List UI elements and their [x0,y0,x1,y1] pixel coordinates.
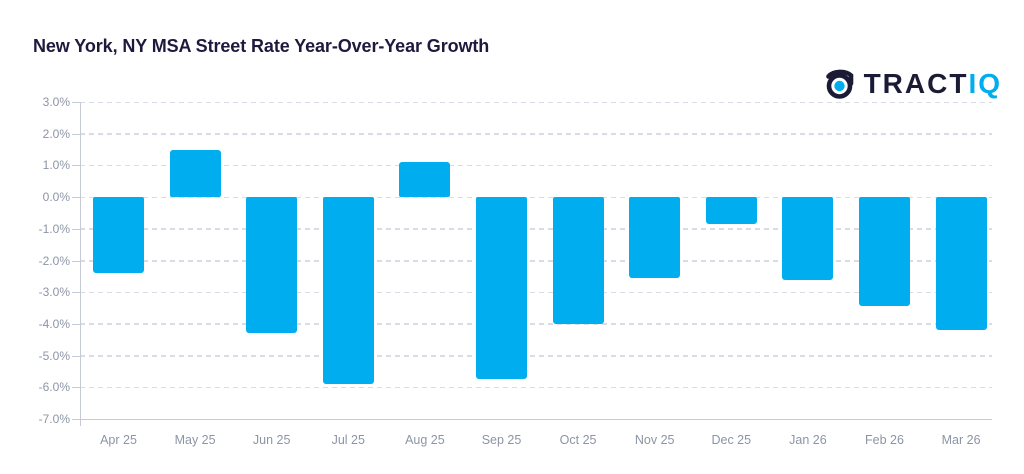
y-axis-label: -1.0% [38,221,70,236]
gridline-1pct [80,164,992,167]
y-axis-label: -7.0% [38,412,70,426]
y-axis-tick [72,387,80,389]
x-axis-label-feb-26: Feb 26 [865,433,904,447]
bar-nov-25[interactable] [629,197,681,278]
x-axis-label-sep-25: Sep 25 [481,433,522,447]
logo-text-iq: IQ [968,68,1002,99]
x-axis-label-jun-25: Jun 25 [252,433,291,447]
y-axis-tick [72,197,80,199]
y-axis-tick [72,165,80,167]
gridline--4pct [80,323,992,325]
x-axis-label-jul-25: Jul 25 [331,433,365,447]
bar-apr-25[interactable] [93,197,144,274]
y-axis-label: -3.0% [38,285,70,300]
x-axis-label-nov-25: Nov 25 [634,433,675,447]
gridline-3pct [80,101,992,103]
y-axis-label: -6.0% [38,380,70,395]
bar-jun-25[interactable] [246,197,298,334]
y-axis-tick [72,292,80,294]
gridline-0pct [80,196,992,199]
bar-sep-25[interactable] [476,197,527,380]
logo-text-tract: TRACT [863,68,969,99]
tractiq-logo-icon [825,69,853,99]
y-axis-label: 0.0% [42,190,70,205]
y-axis-tick [72,102,80,103]
bar-jan-26[interactable] [782,197,834,280]
y-axis-tick [72,260,80,262]
gridline--5pct [80,355,992,357]
x-axis-label-apr-25: Apr 25 [100,433,137,447]
x-axis-label-dec-25: Dec 25 [711,433,752,447]
x-axis-label-jan-26: Jan 26 [789,433,827,447]
x-axis-label-aug-25: Aug 25 [405,433,445,447]
y-axis-label: -4.0% [38,316,70,331]
gridline--1pct [80,228,992,230]
gridline--3pct [80,291,992,294]
x-axis-label-may-25: May 25 [174,433,216,447]
y-axis-label: 3.0% [42,95,70,109]
y-axis-line [80,102,81,426]
y-axis-tick [72,419,80,420]
bar-dec-25[interactable] [705,197,757,225]
y-axis-tick [72,355,80,357]
tractiq-logo: TRACT IQ [824,66,1002,102]
bar-jul-25[interactable] [322,197,374,385]
bar-may-25[interactable] [169,149,221,198]
y-axis-tick [72,323,80,325]
bar-feb-26[interactable] [859,197,910,307]
x-axis-line [80,419,992,420]
y-axis-label: -5.0% [38,348,70,363]
y-axis-label: 1.0% [42,158,70,173]
gridline-2pct [80,133,992,135]
chart-title: New York, NY MSA Street Rate Year-Over-Y… [33,36,490,56]
y-axis-tick [72,133,80,135]
bar-mar-26[interactable] [935,197,987,331]
y-axis-label: -2.0% [38,253,70,268]
x-axis-label-oct-25: Oct 25 [559,433,597,447]
bar-aug-25[interactable] [399,162,451,198]
y-axis-label: 2.0% [42,126,70,141]
gridline--2pct [80,260,992,262]
y-axis-tick [72,228,80,230]
gridline--6pct [80,386,992,389]
x-axis-label-mar-26: Mar 26 [941,433,981,447]
bar-oct-25[interactable] [552,197,604,324]
